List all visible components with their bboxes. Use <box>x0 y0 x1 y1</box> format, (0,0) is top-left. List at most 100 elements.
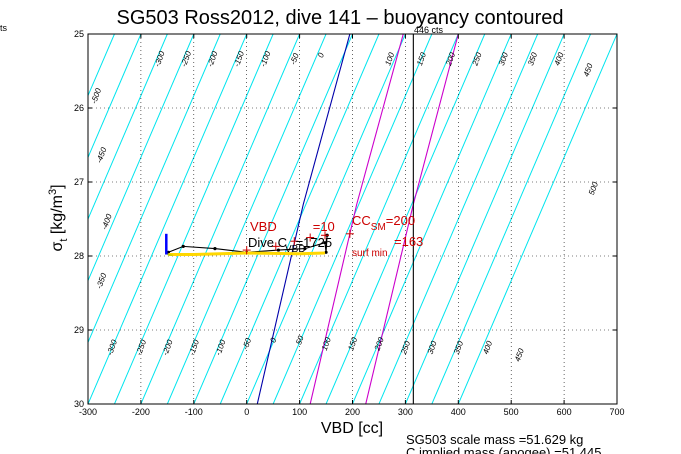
contour-label: 150 <box>415 51 428 67</box>
contour-label: 400 <box>553 51 566 67</box>
contour-line <box>193 34 353 404</box>
contour-label: -50 <box>288 52 301 66</box>
contour-line <box>299 34 459 404</box>
contour-label: 250 <box>399 339 413 356</box>
series-point <box>323 241 327 245</box>
series-point <box>303 247 307 251</box>
x-tick-label: 400 <box>451 407 466 417</box>
series-line <box>309 34 404 404</box>
contour-label: 200 <box>444 51 458 68</box>
red-plus-marker <box>290 237 299 246</box>
contour-line <box>352 34 512 404</box>
contour-label: -300 <box>105 338 119 357</box>
x-tick-label: 0 <box>244 407 249 417</box>
contour-label: 150 <box>346 336 359 352</box>
contour-label: -150 <box>187 338 201 357</box>
contour-label: -50 <box>241 336 254 350</box>
surfmin-sub-annotation: surf min <box>352 248 388 259</box>
series-point <box>276 248 281 252</box>
y-axis-label-main: σ <box>49 242 66 252</box>
contour-label: 500 <box>587 180 600 196</box>
y-axis-label: σt [kg/m3] <box>47 184 70 251</box>
left-cut-label: ts <box>0 23 8 33</box>
series-point <box>324 250 328 254</box>
dive-c-annotation: Dive CVBD=1725 <box>248 235 332 255</box>
contour-label: 50 <box>294 334 306 346</box>
contour-line <box>140 34 301 404</box>
contour-line <box>88 34 142 159</box>
series-point <box>213 247 217 251</box>
y-tick-label: 26 <box>74 103 84 113</box>
svg-text:σt [kg/m3]: σt [kg/m3] <box>47 184 70 251</box>
top-right-counts: 446 cts <box>414 25 444 35</box>
contour-label: 200 <box>372 336 386 353</box>
contour-label: -200 <box>206 49 220 68</box>
series-line <box>256 34 351 404</box>
series-point <box>181 244 185 248</box>
buoyancy-contour-lines <box>0 34 617 404</box>
plot-axes <box>87 33 618 405</box>
x-tick-label: 500 <box>504 407 519 417</box>
contour-line <box>246 34 406 404</box>
contour-label: -400 <box>100 212 114 231</box>
red-plus-marker <box>345 229 354 238</box>
y-tick-label: 30 <box>74 399 84 409</box>
footer-scale-mass: SG503 scale mass =51.629 kg <box>406 432 583 447</box>
contour-line <box>0 34 35 404</box>
red-plus-marker <box>320 231 329 240</box>
tick-labels: -300 -200 -100 0 100 200 300 400 500 600 700252627… <box>74 29 625 417</box>
contour-label: 450 <box>582 62 595 78</box>
x-tick-label: -200 <box>132 407 150 417</box>
y-tick-label: 29 <box>74 325 84 335</box>
contour-label: -350 <box>95 271 109 290</box>
contour-label: -300 <box>153 49 167 68</box>
contour-label: 0 <box>316 51 326 59</box>
contour-line <box>88 34 195 282</box>
contour-label: -250 <box>134 338 148 357</box>
contour-label: -450 <box>95 146 109 165</box>
contour-label: 350 <box>526 51 539 67</box>
contour-label: 0 <box>268 336 278 344</box>
chart-title: SG503 Ross2012, dive 141 – buoyancy cont… <box>117 7 564 29</box>
contour-label: 100 <box>383 51 396 67</box>
contour-line <box>457 34 617 404</box>
x-tick-label: 300 <box>398 407 413 417</box>
y-axis-label-units: [kg/m <box>49 195 66 239</box>
y-axis-label-sub: t <box>58 239 70 242</box>
contour-label: 350 <box>452 339 465 355</box>
x-tick-label: -100 <box>185 407 203 417</box>
contour-line <box>88 34 89 36</box>
red-plus-marker <box>306 233 315 242</box>
contour-label: 250 <box>470 51 484 68</box>
y-axis-label-close: ] <box>49 184 66 188</box>
x-tick-label: 700 <box>609 407 624 417</box>
contour-label: -200 <box>161 338 175 357</box>
y-axis-label-sup: 3 <box>47 189 59 195</box>
y-tick-label: 27 <box>74 177 84 187</box>
red-plus-marker <box>271 242 280 251</box>
y-tick-label: 25 <box>74 29 84 39</box>
x-axis-label: VBD [cc] <box>321 420 383 437</box>
x-tick-label: 600 <box>557 407 572 417</box>
contour-label: -500 <box>89 86 103 105</box>
red-plus-marker <box>242 246 251 255</box>
vbd-annotation: VBD =10 <box>250 219 335 234</box>
contour-label: 100 <box>320 336 333 352</box>
contour-line <box>0 34 9 404</box>
data-series <box>165 34 459 404</box>
contour-label: -150 <box>232 49 246 68</box>
footer-implied-mass: C implied mass (apogee) =51.445 <box>406 445 601 454</box>
contour-labels: -500-450-400-350-300 -250 -200 -150 -100 -50 0… <box>89 49 600 362</box>
contour-label: 400 <box>481 339 494 355</box>
x-tick-label: 100 <box>292 407 307 417</box>
y-tick-label: 28 <box>74 251 84 261</box>
contour-line <box>404 34 565 404</box>
series-line <box>167 253 173 256</box>
contour-label: -100 <box>214 338 228 357</box>
contour-label: 300 <box>426 339 439 355</box>
x-tick-label: 200 <box>345 407 360 417</box>
contour-label: -100 <box>259 49 273 68</box>
ccsm-annotation: CCSM=200 <box>352 213 415 233</box>
x-tick-label: -300 <box>79 407 97 417</box>
